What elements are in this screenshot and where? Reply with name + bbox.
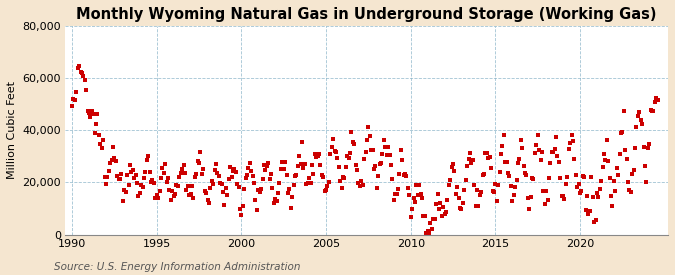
Title: Monthly Wyoming Natural Gas in Underground Storage (Working Gas): Monthly Wyoming Natural Gas in Undergrou… xyxy=(76,7,657,22)
Text: Source: U.S. Energy Information Administration: Source: U.S. Energy Information Administ… xyxy=(54,262,300,272)
Y-axis label: Million Cubic Feet: Million Cubic Feet xyxy=(7,81,17,179)
